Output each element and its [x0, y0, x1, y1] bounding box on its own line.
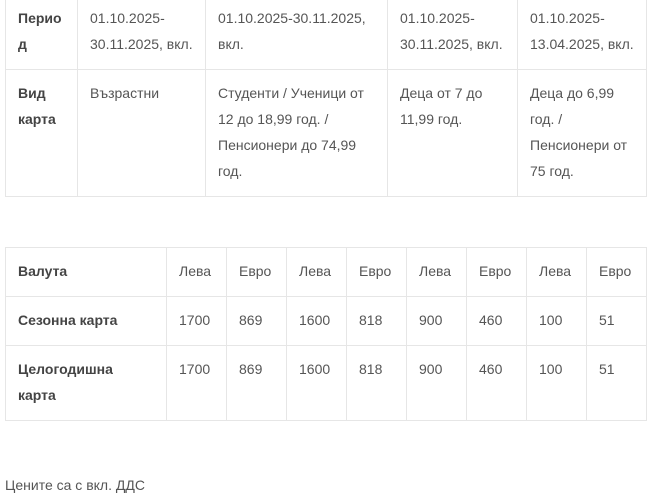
table-cell: Лева: [286, 247, 347, 297]
table-row-period: Период 01.10.2025-30.11.2025, вкл. 01.10…: [5, 0, 647, 70]
table-cell: 1600: [286, 296, 347, 346]
table-cell: 1700: [166, 296, 227, 346]
table-row-annual-card: Целогодишна карта 1700 869 1600 818 900 460 100…: [5, 345, 647, 421]
table-cell: 1600: [286, 345, 347, 421]
row-header: Период: [5, 0, 78, 70]
table-cell: 818: [346, 345, 407, 421]
table-cell: Евро: [586, 247, 647, 297]
row-header: Сезонна карта: [5, 296, 167, 346]
table-cell: 900: [406, 296, 467, 346]
table-cell: 900: [406, 345, 467, 421]
table-cell: 100: [526, 296, 587, 346]
table-row-card-type: Вид карта Възрастни Студенти / Ученици о…: [5, 69, 647, 197]
table-cell: 869: [226, 345, 287, 421]
table-cell: 818: [346, 296, 407, 346]
table-cell: 01.10.2025-30.11.2025, вкл.: [77, 0, 206, 70]
table-cell: Лева: [406, 247, 467, 297]
table-cell: 01.10.2025-13.04.2025, вкл.: [517, 0, 647, 70]
table-row-currency: Валута Лева Евро Лева Евро Лева Евро Лева Евро: [5, 247, 647, 297]
table-cell: Възрастни: [77, 69, 206, 197]
table-cell: 460: [466, 345, 527, 421]
table-cell: 51: [586, 296, 647, 346]
row-header: Целогодишна карта: [5, 345, 167, 421]
row-header: Валута: [5, 247, 167, 297]
table-cell: 01.10.2025-30.11.2025, вкл.: [387, 0, 518, 70]
price-table: Валута Лева Евро Лева Евро Лева Евро Лева Евро Се…: [5, 247, 647, 421]
table-cell: 460: [466, 296, 527, 346]
table-cell: Евро: [346, 247, 407, 297]
table-cell: Лева: [526, 247, 587, 297]
period-table: Период 01.10.2025-30.11.2025, вкл. 01.10…: [5, 0, 647, 197]
vat-note: Цените са с вкл. ДДС: [5, 477, 145, 493]
row-header: Вид карта: [5, 69, 78, 197]
table-cell: Студенти / Ученици от 12 до 18,99 год. /…: [205, 69, 388, 197]
table-cell: Деца до 6,99 год. / Пенсионери от 75 год…: [517, 69, 647, 197]
table-cell: 100: [526, 345, 587, 421]
table-cell: Евро: [226, 247, 287, 297]
table-row-seasonal-card: Сезонна карта 1700 869 1600 818 900 460 100 51: [5, 296, 647, 346]
table-cell: 1700: [166, 345, 227, 421]
table-cell: 01.10.2025-30.11.2025, вкл.: [205, 0, 388, 70]
table-cell: 51: [586, 345, 647, 421]
table-cell: Лева: [166, 247, 227, 297]
table-cell: Деца от 7 до 11,99 год.: [387, 69, 518, 197]
table-cell: Евро: [466, 247, 527, 297]
table-cell: 869: [226, 296, 287, 346]
